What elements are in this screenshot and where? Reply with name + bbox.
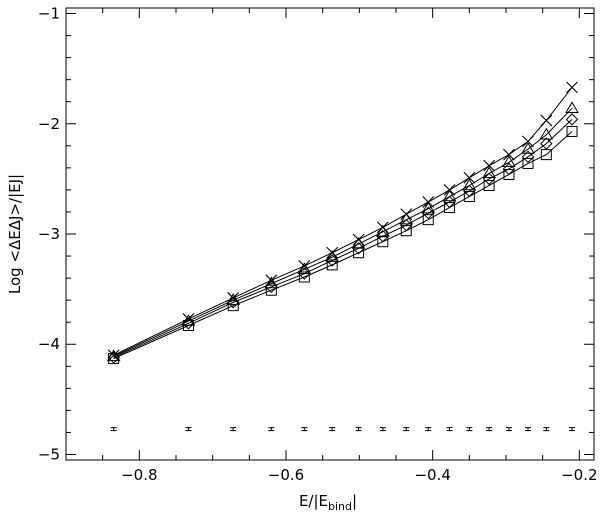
- error-bar: [446, 427, 453, 432]
- y-tick-label: −4: [38, 335, 60, 353]
- data-point-square: [265, 284, 277, 296]
- data-point-square: [463, 191, 475, 203]
- error-bar: [301, 427, 308, 432]
- series-line-x: [113, 87, 573, 356]
- error-bar: [230, 427, 237, 432]
- data-point-x: [463, 171, 476, 184]
- error-bar: [355, 427, 362, 432]
- data-point-triangle: [375, 224, 390, 237]
- data-point-square: [566, 125, 578, 137]
- data-point-diamond: [182, 317, 195, 330]
- data-point-diamond: [443, 195, 456, 209]
- error-bar: [486, 427, 493, 432]
- x-tick-label: −0.2: [561, 466, 597, 484]
- error-bar: [185, 427, 192, 432]
- data-point-triangle: [482, 166, 497, 179]
- series-markers: [106, 81, 579, 365]
- error-bar: [525, 427, 531, 432]
- x-axis-label: E/|Ebind|: [299, 492, 357, 512]
- data-point-diamond: [521, 150, 535, 164]
- data-point-x: [483, 159, 496, 172]
- data-point-square: [108, 353, 120, 365]
- data-point-square: [483, 179, 495, 191]
- error-bar: [543, 427, 550, 432]
- error-bar: [466, 427, 473, 432]
- data-point-triangle: [521, 142, 535, 154]
- data-point-square: [422, 214, 434, 226]
- data-point-diamond: [325, 254, 339, 267]
- y-tick-label: −2: [38, 115, 60, 133]
- x-tick-label: −0.6: [268, 466, 304, 484]
- data-point-triangle: [325, 250, 340, 262]
- data-point-square: [353, 247, 365, 259]
- error-bar: [425, 427, 432, 432]
- data-point-diamond: [482, 172, 496, 186]
- data-point-triangle: [421, 201, 436, 214]
- x-tick-label: −0.8: [121, 466, 157, 484]
- data-point-square: [400, 225, 412, 237]
- error-bar: [329, 427, 336, 432]
- data-point-square: [298, 271, 310, 283]
- x-tick-labels: −0.8 −0.6 −0.4 −0.2: [121, 466, 597, 484]
- data-point-square: [326, 259, 338, 271]
- series-line-triangle: [113, 107, 573, 357]
- error-bar: [403, 427, 410, 432]
- data-point-triangle: [264, 276, 279, 289]
- error-bar: [379, 427, 386, 432]
- series-lines: [113, 87, 573, 360]
- data-point-diamond: [540, 137, 553, 150]
- data-point-diamond: [400, 218, 413, 232]
- data-point-square: [540, 149, 552, 161]
- data-point-x: [566, 81, 578, 94]
- y-tick-label: −5: [38, 445, 60, 463]
- data-point-triangle: [502, 155, 516, 168]
- plot-frame: [65, 7, 595, 461]
- data-point-triangle: [297, 262, 312, 274]
- series-line-diamond: [113, 118, 573, 358]
- data-point-triangle: [565, 101, 579, 114]
- error-bar: [268, 427, 275, 432]
- data-point-diamond: [107, 351, 120, 364]
- data-point-square: [444, 202, 456, 214]
- data-point-x: [503, 148, 515, 161]
- data-point-triangle: [539, 127, 554, 140]
- data-point-diamond: [463, 184, 476, 198]
- data-point-diamond: [565, 113, 579, 126]
- data-point-diamond: [502, 162, 516, 176]
- y-tick-label: −1: [38, 5, 60, 23]
- axis-ticks: [65, 8, 594, 460]
- data-point-x: [182, 312, 195, 325]
- data-point-diamond: [422, 206, 435, 220]
- data-point-triangle: [399, 212, 414, 225]
- y-axis-label: Log <ΔEΔJ>/|EJ|: [6, 174, 24, 294]
- data-point-diamond: [376, 229, 390, 243]
- data-point-square: [377, 236, 389, 248]
- data-point-square: [227, 300, 239, 312]
- y-tick-label: −3: [38, 225, 60, 243]
- error-bar: [110, 427, 117, 432]
- y-tick-labels: −5 −4 −3 −2 −1: [38, 5, 60, 464]
- error-bar-row: [110, 427, 575, 432]
- data-point-x: [540, 114, 553, 127]
- data-point-square: [522, 157, 534, 169]
- data-point-square: [503, 168, 515, 180]
- x-tick-label: −0.4: [414, 466, 450, 484]
- error-bar: [505, 427, 512, 432]
- data-point-triangle: [462, 178, 477, 191]
- data-point-x: [227, 292, 240, 304]
- data-point-square: [182, 320, 194, 332]
- data-point-diamond: [352, 242, 365, 255]
- data-point-x: [522, 135, 534, 148]
- error-bar: [569, 427, 575, 432]
- data-point-triangle: [442, 189, 457, 202]
